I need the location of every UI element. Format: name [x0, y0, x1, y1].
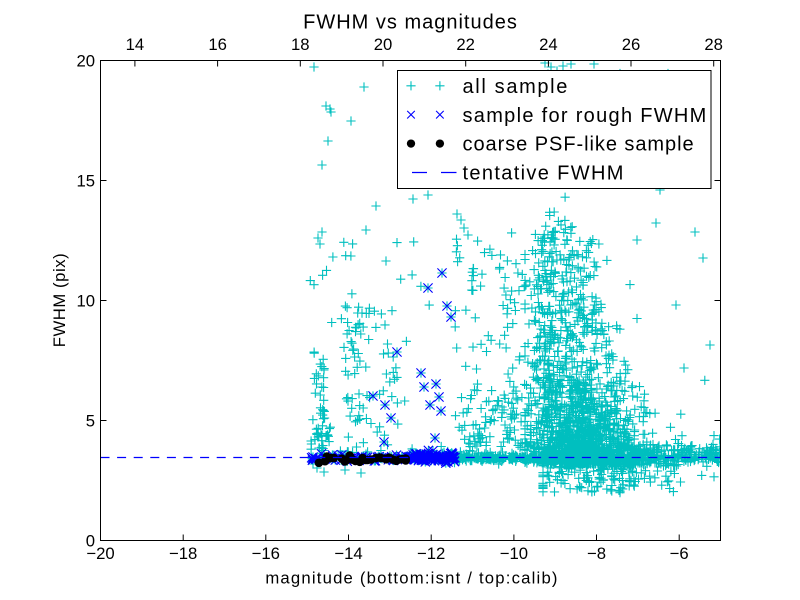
svg-text:−8: −8	[587, 544, 606, 563]
svg-text:coarse PSF-like sample: coarse PSF-like sample	[463, 134, 695, 156]
svg-text:FWHM vs magnitudes: FWHM vs magnitudes	[303, 12, 518, 34]
svg-text:24: 24	[539, 35, 558, 54]
svg-text:20: 20	[374, 35, 393, 54]
svg-text:−12: −12	[417, 544, 445, 563]
svg-text:15: 15	[76, 171, 95, 190]
svg-text:5: 5	[86, 411, 95, 430]
svg-text:14: 14	[126, 35, 145, 54]
svg-text:−10: −10	[500, 544, 528, 563]
svg-text:magnitude (bottom:isnt / top:c: magnitude (bottom:isnt / top:calib)	[265, 569, 558, 588]
svg-text:−6: −6	[670, 544, 689, 563]
svg-text:all sample: all sample	[463, 76, 570, 98]
svg-text:28: 28	[704, 35, 723, 54]
svg-text:16: 16	[208, 35, 227, 54]
svg-text:−16: −16	[252, 544, 280, 563]
svg-text:tentative FWHM: tentative FWHM	[463, 163, 625, 185]
svg-text:−14: −14	[334, 544, 362, 563]
svg-text:−20: −20	[86, 544, 114, 563]
svg-text:0: 0	[86, 531, 95, 550]
svg-text:sample for rough FWHM: sample for rough FWHM	[463, 105, 708, 127]
svg-text:−18: −18	[169, 544, 197, 563]
svg-text:22: 22	[456, 35, 475, 54]
svg-text:20: 20	[76, 51, 95, 70]
svg-text:10: 10	[76, 291, 95, 310]
svg-text:18: 18	[291, 35, 310, 54]
svg-text:FWHM (pix): FWHM (pix)	[50, 253, 69, 347]
svg-text:26: 26	[622, 35, 641, 54]
